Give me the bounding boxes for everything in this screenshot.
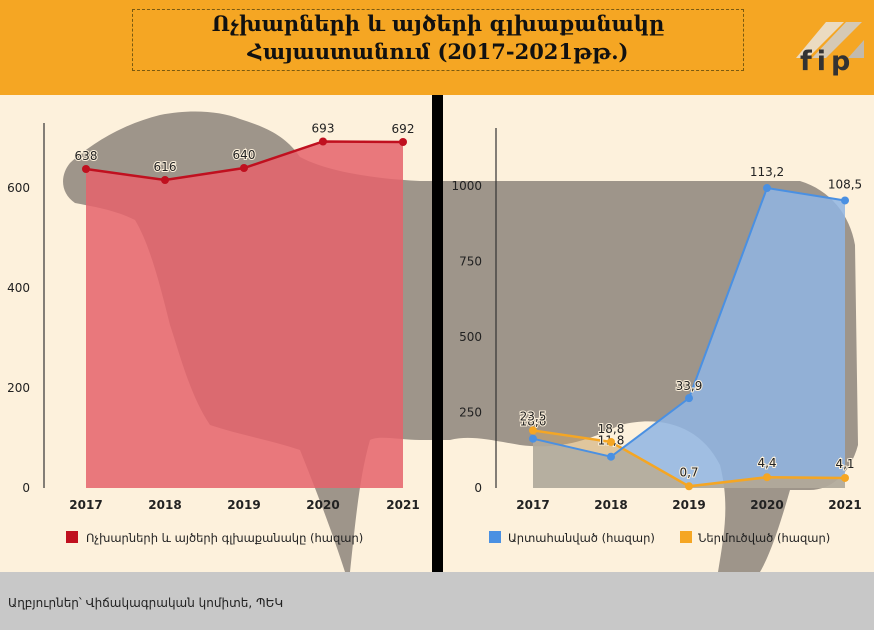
import-point (763, 473, 771, 482)
export-point (841, 196, 849, 205)
livestock-point (82, 165, 90, 173)
export-point (685, 394, 693, 403)
title-line-1: Ոչխարների և այծերի գլխաքանակը (211, 11, 665, 36)
livestock-data-label: 640 (233, 148, 256, 162)
x-tick-label: 2020 (306, 498, 339, 512)
center-divider (432, 95, 443, 572)
export-point (763, 184, 771, 193)
livestock-point (319, 137, 327, 146)
x-tick-label: 2019 (227, 498, 260, 512)
chart-area: 0 200 400 600 638 616 640 693 692 2017 2018 2019 202… (7, 95, 863, 572)
y-tick-label: 600 (7, 181, 30, 195)
import-point (607, 437, 615, 446)
footer-bar: Աղբյուրներ՝ Վիճակագրական կոմիտե, ՊԵԿ (0, 572, 874, 630)
logo-icon (796, 22, 864, 58)
livestock-point (399, 138, 407, 146)
x-tick-label: 2019 (672, 498, 705, 512)
livestock-data-label: 638 (75, 149, 98, 163)
import-data-label: 4,4 (757, 456, 776, 470)
x-tick-label: 2018 (594, 498, 627, 512)
x-tick-label: 2021 (828, 498, 861, 512)
export-point (607, 452, 615, 461)
import-data-label: 4,1 (835, 457, 854, 471)
y-tick-label: 400 (7, 281, 30, 295)
y-tick-label: 250 (459, 406, 482, 420)
y-tick-label: 200 (7, 381, 30, 395)
export-area (533, 188, 845, 488)
export-data-label: 108,5 (828, 177, 862, 191)
import-data-label: 0,7 (679, 465, 698, 479)
y-tick-label: 0 (22, 481, 30, 495)
import-data-label: 23,5 (520, 409, 547, 423)
x-tick-label: 2017 (69, 498, 102, 512)
y-tick-label: 1000 (451, 179, 482, 193)
x-tick-label: 2021 (386, 498, 419, 512)
livestock-data-label: 616 (154, 160, 177, 174)
y-tick-label: 500 (459, 330, 482, 344)
logo-text: fip (800, 46, 856, 77)
x-tick-label: 2018 (148, 498, 181, 512)
export-data-label: 18,6 (520, 415, 547, 429)
export-data-label: 33,9 (676, 379, 703, 393)
y-tick-label: 750 (459, 255, 482, 269)
legend-label-import: Ներմուծված (հազար) (698, 531, 830, 545)
export-data-label: 113,2 (750, 165, 784, 179)
y-tick-label: 0 (474, 481, 482, 495)
import-point (841, 473, 849, 482)
legend-label-livestock: Ոչխարների և այծերի գլխաքանակը (հազար) (86, 531, 363, 545)
livestock-data-label: 692 (392, 122, 415, 136)
chart-trade: 0250500750100018,611,833,9113,2108,523,5… (451, 128, 863, 545)
legend-swatch-livestock (66, 531, 78, 543)
import-point (685, 482, 693, 491)
header-bar: Ոչխարների և այծերի գլխաքանակը Հայաստանու… (0, 0, 874, 95)
legend-swatch-import (680, 531, 692, 543)
title-line-2: Հայաստանում (2017-2021թթ.) (247, 39, 629, 64)
legend-label-export: Արտահանված (հազար) (508, 531, 655, 545)
livestock-point (161, 176, 169, 184)
import-data-label: 18,8 (598, 422, 625, 436)
livestock-data-label: 693 (312, 122, 335, 136)
legend-swatch-export (489, 531, 501, 543)
livestock-area (86, 141, 403, 488)
import-point (529, 426, 537, 435)
livestock-point (240, 164, 248, 172)
source-text: Աղբյուրներ՝ Վիճակագրական կոմիտե, ՊԵԿ (8, 596, 284, 610)
title-box: Ոչխարների և այծերի գլխաքանակը Հայաստանու… (132, 9, 744, 71)
x-tick-label: 2017 (516, 498, 549, 512)
export-point (529, 434, 537, 443)
chart-livestock: 0 200 400 600 638 616 640 693 692 2017 2018 2019 202… (7, 121, 420, 546)
x-tick-label: 2020 (750, 498, 783, 512)
